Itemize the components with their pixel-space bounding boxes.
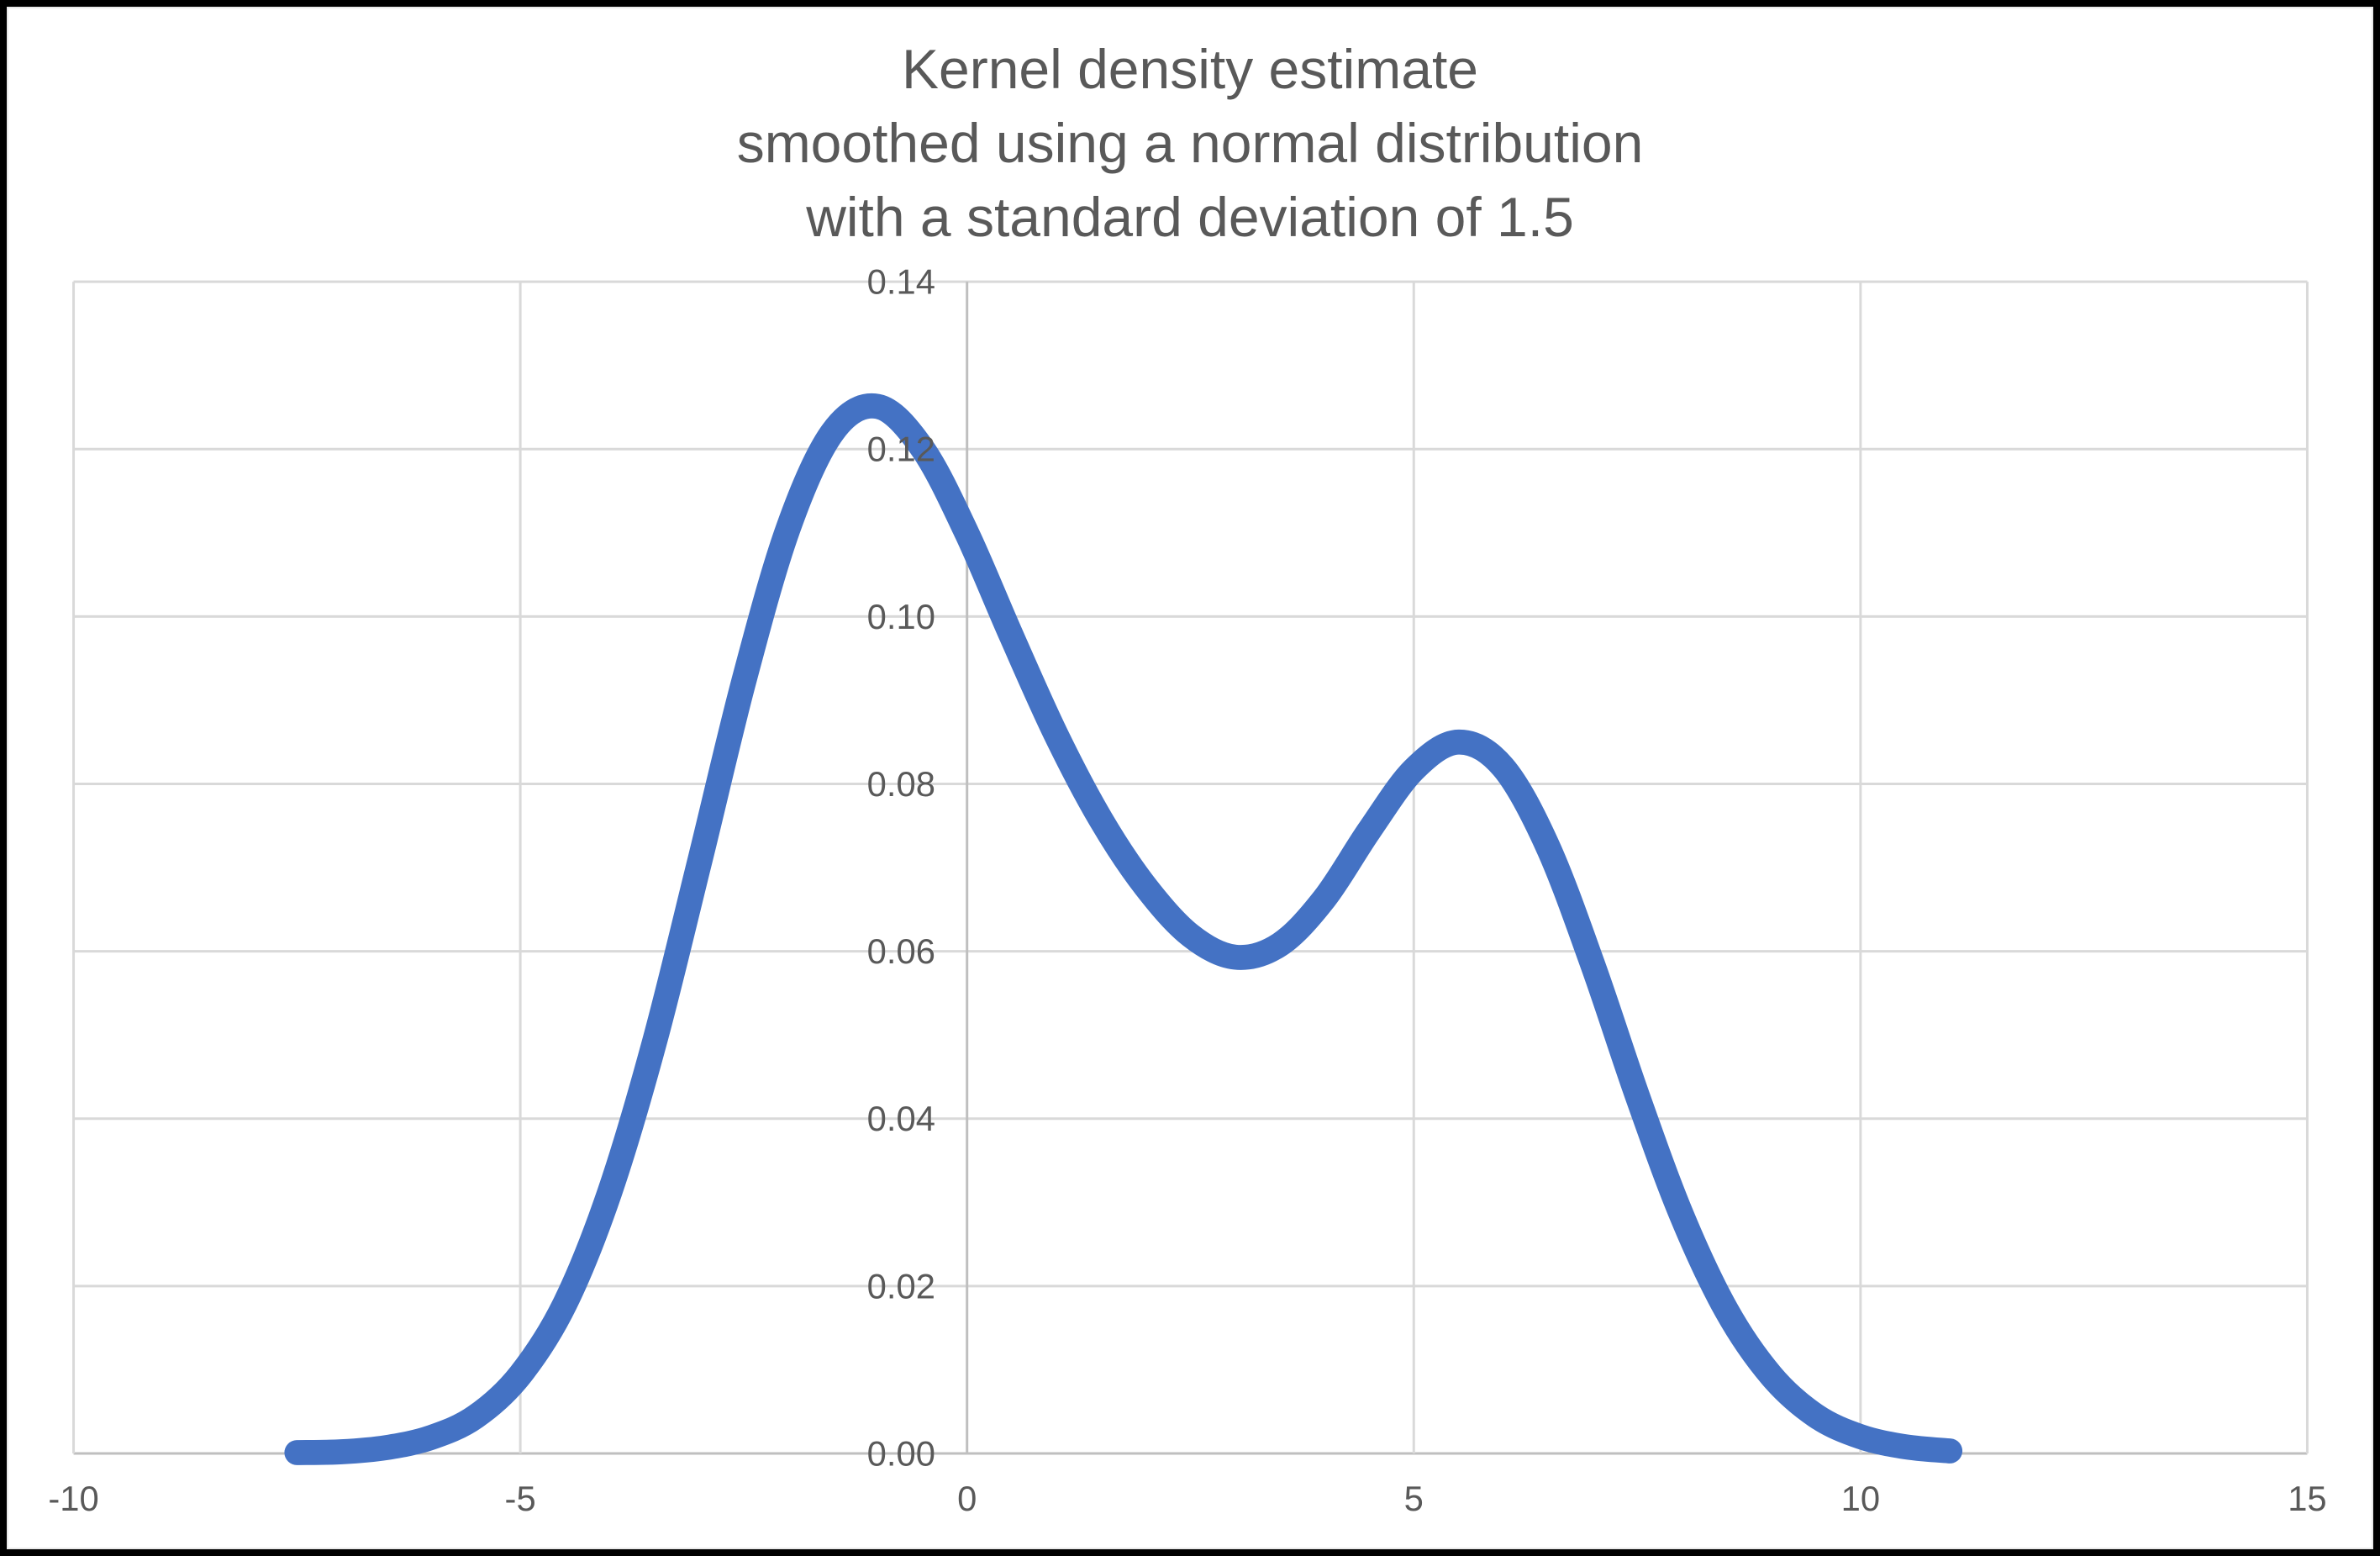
y-tick-label-0.06: 0.06 [867, 931, 935, 971]
chart-title-line-1: Kernel density estimate [901, 38, 1478, 100]
x-tick-label--5: -5 [505, 1479, 536, 1518]
chart-title-line-3: with a standard deviation of 1.5 [806, 186, 1574, 248]
y-tick-label-0.08: 0.08 [867, 764, 935, 804]
y-tick-label-0.04: 0.04 [867, 1099, 935, 1138]
kde-chart: 0.00 0.02 0.04 0.06 0.08 0.10 0.12 0.14 -10 -5 0 5 1… [48, 262, 2326, 1518]
y-tick-label-0.02: 0.02 [867, 1266, 935, 1305]
x-tick-label--10: -10 [48, 1479, 98, 1518]
x-tick-label-0: 0 [957, 1479, 977, 1518]
x-tick-label-15: 15 [2288, 1479, 2326, 1518]
y-tick-label-0.14: 0.14 [867, 262, 935, 302]
chart-title-line-2: smoothed using a normal distribution [736, 112, 1644, 174]
y-tick-label-0.12: 0.12 [867, 430, 935, 469]
y-tick-label-0.00: 0.00 [867, 1434, 935, 1474]
chart-title: Kernel density estimate smoothed using a… [7, 32, 2373, 254]
x-tick-label-5: 5 [1404, 1479, 1424, 1518]
kde-curve [284, 393, 1963, 1465]
y-tick-label-0.10: 0.10 [867, 597, 935, 636]
x-tick-label-10: 10 [1841, 1479, 1880, 1518]
